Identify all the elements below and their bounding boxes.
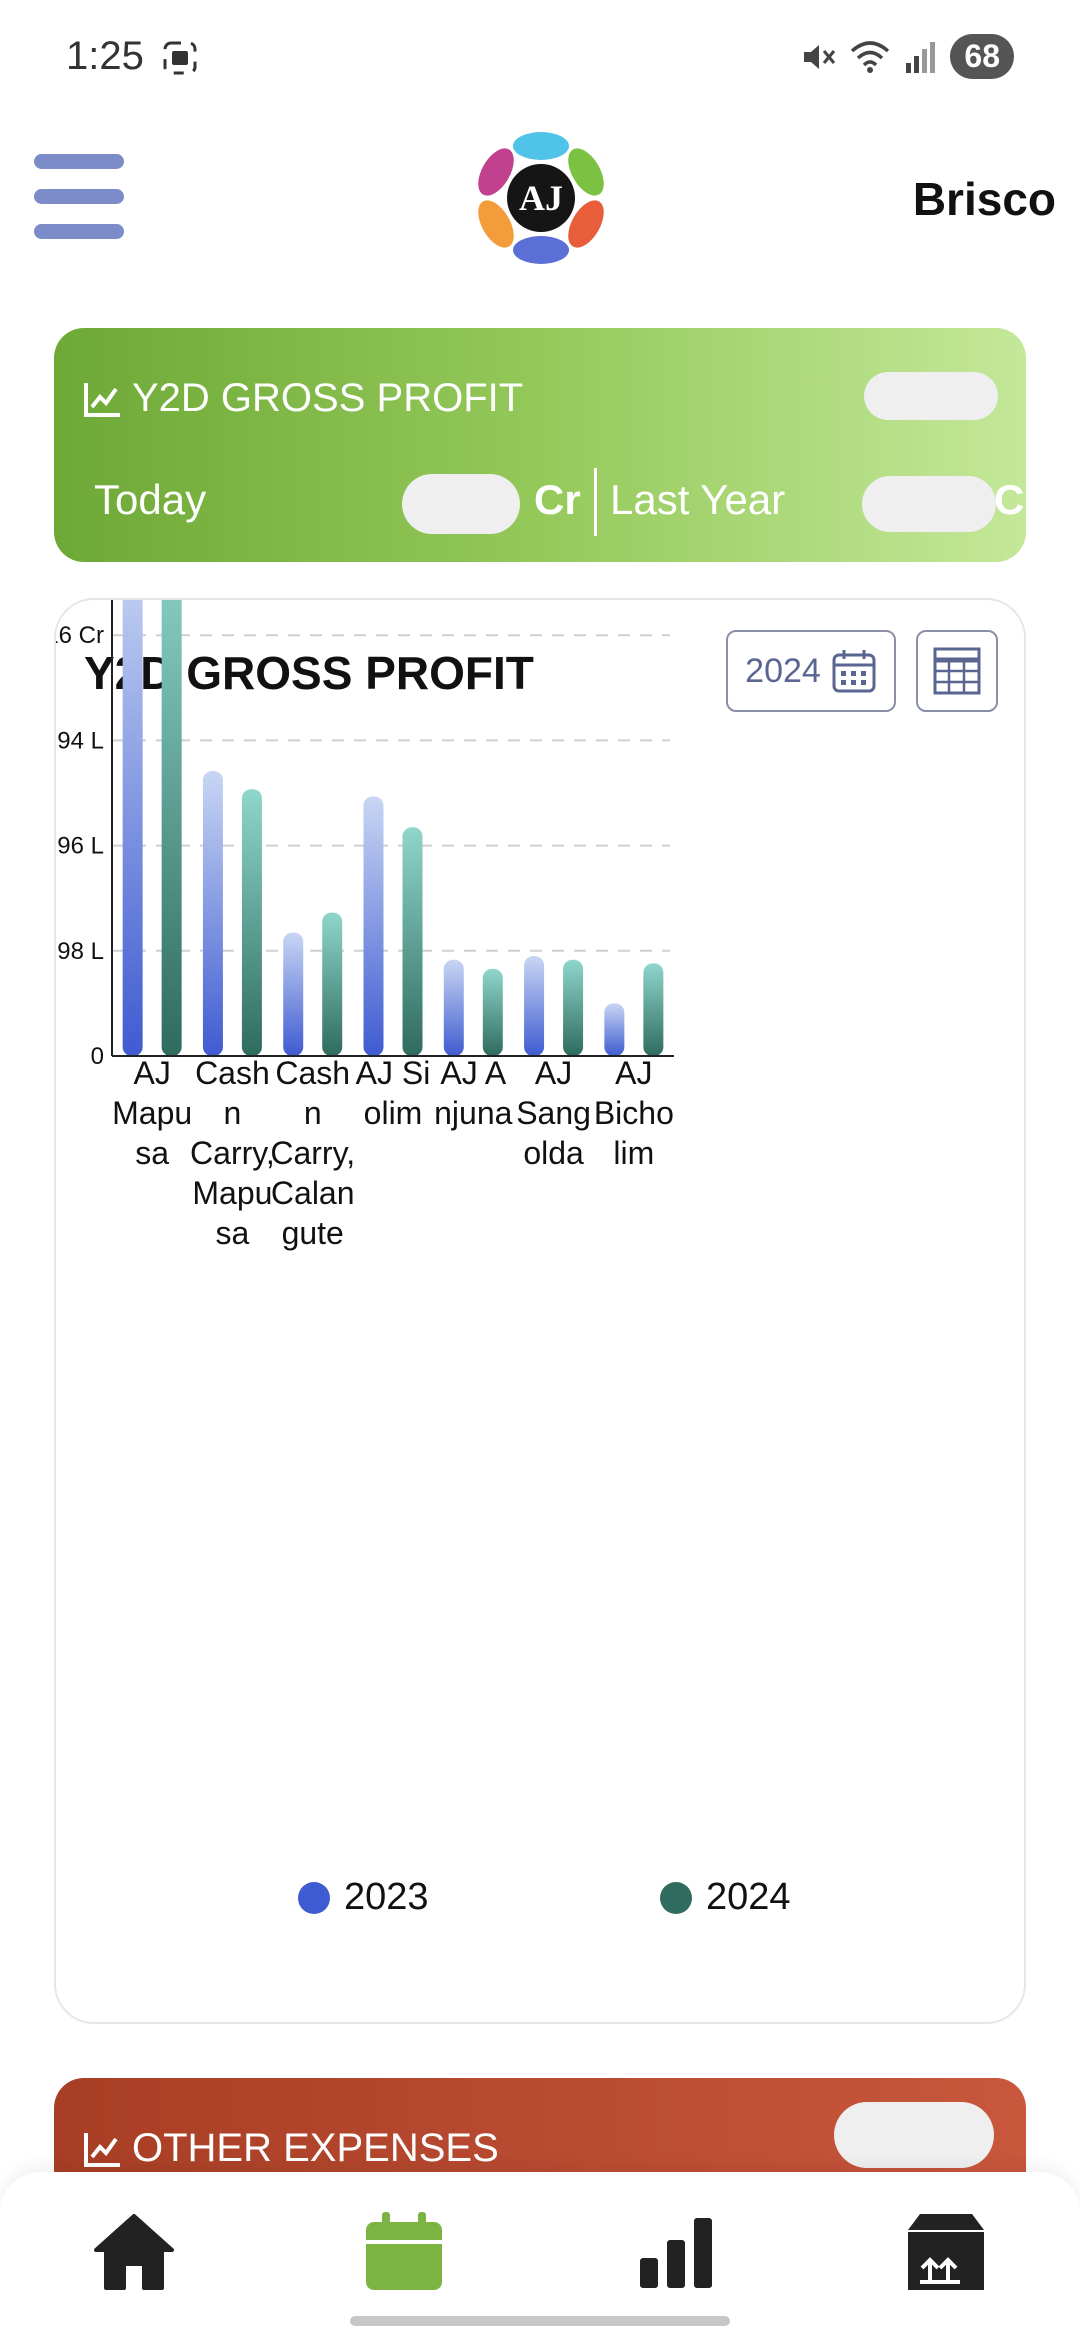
status-bar: 1:25 68 (0, 0, 1080, 120)
home-indicator (350, 2316, 730, 2326)
logo-text: AJ (519, 178, 563, 218)
bar-chart: 028.98 L57.96 L86.94 L1.16 Cr1.45 CrAJMa… (56, 600, 674, 1251)
status-time: 1:25 (66, 34, 144, 78)
x-tick-label: Cash n Carry, Mapu sa (190, 1055, 275, 1251)
x-tick-label: AJ Sang olda (516, 1055, 591, 1171)
nav-reports[interactable] (626, 2202, 726, 2302)
box-icon (908, 2214, 984, 2290)
summary-title-row: Y2D GROSS PROFIT (82, 376, 523, 421)
brand-name: Brisco (912, 173, 1056, 225)
screenshot-icon (163, 41, 197, 75)
bar-2023[interactable] (122, 600, 143, 1056)
bar-2024[interactable] (563, 959, 584, 1056)
y-tick-label: 57.96 L (56, 833, 104, 860)
expense-title: OTHER EXPENSES (132, 2126, 499, 2170)
battery-indicator: 68 (950, 34, 1014, 79)
y-tick-label: 28.98 L (56, 938, 104, 965)
y-tick-label: 86.94 L (56, 727, 104, 754)
x-tick-label: Cash n Carry, Calan gute (270, 1055, 355, 1251)
redacted-value (862, 476, 996, 532)
year-picker-button[interactable]: 2024 (726, 630, 896, 712)
table-icon (933, 647, 981, 695)
logo: AJ (478, 132, 604, 264)
bar-2024[interactable] (241, 789, 262, 1056)
line-chart-icon (84, 382, 120, 417)
legend-item-2023[interactable]: 2023 (298, 1876, 429, 1919)
year-picker-label: 2024 (745, 651, 821, 690)
legend-item-2024[interactable]: 2024 (660, 1876, 791, 1919)
nav-inventory[interactable] (896, 2202, 996, 2302)
x-tick-label: AJ Si olim (356, 1055, 431, 1131)
bar-2024[interactable] (322, 912, 343, 1056)
home-icon (94, 2214, 174, 2290)
table-view-button[interactable] (916, 630, 998, 712)
bar-2023[interactable] (604, 1003, 625, 1056)
divider (594, 468, 597, 536)
bar-2024[interactable] (402, 827, 423, 1056)
bar-2024[interactable] (643, 963, 664, 1056)
calendar-icon (832, 650, 876, 693)
redacted-value (864, 372, 998, 420)
chart-title: Y2D GROSS PROFIT (84, 647, 534, 699)
y-tick-label: 0 (91, 1043, 104, 1070)
menu-icon[interactable] (34, 154, 124, 240)
legend-label: 2024 (706, 1876, 791, 1918)
bar-2023[interactable] (524, 956, 545, 1056)
nav-calendar[interactable] (354, 2202, 454, 2302)
redacted-value (402, 474, 520, 534)
bar-2023[interactable] (363, 796, 384, 1056)
gross-profit-summary-card[interactable]: Y2D GROSS PROFIT Today Cr Last Year Cr (54, 328, 1041, 562)
legend-dot (298, 1881, 330, 1914)
x-tick-label: AJ Mapu sa (112, 1055, 192, 1171)
bar-2023[interactable] (202, 771, 223, 1056)
y-tick-label: 1.16 Cr (56, 622, 104, 649)
bar-2023[interactable] (443, 959, 464, 1056)
line-chart-icon (84, 2132, 120, 2167)
nav-home[interactable] (84, 2202, 184, 2302)
signal-icon (906, 41, 936, 73)
wifi-icon (851, 40, 890, 73)
x-tick-label: AJ Bicho lim (594, 1055, 674, 1171)
legend-label: 2023 (344, 1876, 429, 1918)
gross-profit-chart-card: Y2D GROSS PROFIT 2024 0 28.98 L 57.96 L 86.… (54, 598, 1026, 2024)
bar-2024[interactable] (482, 968, 503, 1056)
bottom-navigation (0, 2172, 1080, 2340)
bar-chart-icon (640, 2218, 712, 2288)
chart-legend: 2023 2024 (56, 1876, 1028, 1936)
today-unit: Cr (534, 476, 581, 523)
bar-2024[interactable] (161, 600, 182, 1056)
last-year-label: Last Year (610, 476, 786, 523)
redacted-value (834, 2102, 994, 2168)
expense-title-row: OTHER EXPENSES (82, 2126, 499, 2171)
calendar-icon (366, 2212, 442, 2290)
last-year-unit: Cr (994, 476, 1041, 523)
bar-2023[interactable] (283, 932, 304, 1056)
mute-icon (804, 44, 836, 69)
today-label: Today (94, 476, 207, 523)
legend-dot (660, 1881, 692, 1914)
summary-title: Y2D GROSS PROFIT (132, 376, 524, 420)
